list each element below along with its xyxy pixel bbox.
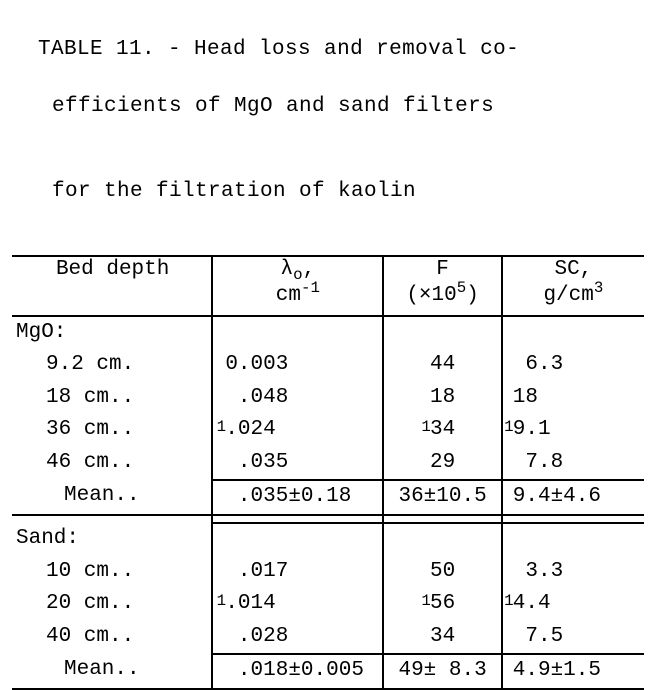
header-sc: SC, g/cm3 bbox=[502, 256, 644, 316]
title-line-2: efficients of MgO and sand filters bbox=[12, 93, 645, 121]
table-cell-f: 56 bbox=[383, 588, 501, 621]
table-cell-f: 34 bbox=[383, 621, 501, 655]
table-cell-lambda: .017 bbox=[212, 556, 383, 589]
table-cell-lambda-value: .014 bbox=[225, 592, 275, 615]
table-cell-lambda: .014 bbox=[212, 588, 383, 621]
table-cell-f: 34 bbox=[383, 414, 501, 447]
header-f-exp: 5 bbox=[457, 279, 466, 297]
table-cell-bed: 10 cm.. bbox=[12, 556, 212, 589]
table-cell-lambda-value: .024 bbox=[225, 418, 275, 441]
table-cell-sc: 9.1 bbox=[502, 414, 644, 447]
table-cell-sc-value: 9.1 bbox=[513, 418, 551, 441]
table-cell-sc-value: 4.4 bbox=[513, 592, 551, 615]
table-cell-sc: 7.5 bbox=[502, 621, 644, 655]
table-cell-mean-lambda-value: .018±0.005 bbox=[238, 659, 364, 682]
data-table: Bed depth λo, cm-1 F (×105) SC, g/cm3 Mg… bbox=[12, 255, 644, 690]
table-cell-sc: 18 bbox=[502, 382, 644, 415]
header-bed-depth-label: Bed depth bbox=[56, 258, 169, 281]
table-cell-lambda: .048 bbox=[212, 382, 383, 415]
table-cell-sc: 6.3 bbox=[502, 349, 644, 382]
table-cell-lambda-value: .017 bbox=[238, 560, 288, 583]
table-cell-bed: 36 cm.. bbox=[12, 414, 212, 447]
header-sc-unit-exp: 3 bbox=[594, 279, 603, 297]
table-cell-f-value: 56 bbox=[430, 592, 455, 615]
header-lambda-symbol: λ bbox=[281, 258, 294, 281]
table-title: TABLE 11. - Head loss and removal co- ef… bbox=[12, 8, 645, 235]
table-cell-sc: 3.3 bbox=[502, 556, 644, 589]
table-cell-bed: 9.2 cm. bbox=[12, 349, 212, 382]
table-cell-lambda: 0.003 bbox=[212, 349, 383, 382]
table-cell-mean-label: Mean.. bbox=[12, 654, 212, 689]
table-cell-sc: 7.8 bbox=[502, 447, 644, 481]
table-cell-bed: 40 cm.. bbox=[12, 621, 212, 655]
table-cell-mean-lambda-value: .035±0.18 bbox=[238, 485, 351, 508]
table-cell-lambda: .028 bbox=[212, 621, 383, 655]
table-cell-mean-f: 49± 8.3 bbox=[383, 654, 501, 689]
table-cell-bed: 20 cm.. bbox=[12, 588, 212, 621]
cell-empty bbox=[502, 523, 644, 556]
header-f-close: ) bbox=[466, 284, 479, 307]
title-line-3: for the filtration of kaolin bbox=[12, 178, 645, 206]
cell-empty bbox=[383, 523, 501, 556]
table-cell-mean-sc: 4.9±1.5 bbox=[502, 654, 644, 689]
group-label-mgo: MgO: bbox=[12, 316, 212, 350]
table-cell-lambda-value: .028 bbox=[238, 625, 288, 648]
table-cell-mean-label: Mean.. bbox=[12, 480, 212, 515]
cell-empty bbox=[502, 316, 644, 350]
spacer bbox=[383, 515, 501, 523]
cell-empty bbox=[212, 316, 383, 350]
cell-empty bbox=[383, 316, 501, 350]
spacer bbox=[12, 515, 212, 523]
header-bed-depth: Bed depth bbox=[12, 256, 212, 316]
table-cell-sc-value: 3.3 bbox=[525, 560, 563, 583]
table-cell-sc-value: 7.5 bbox=[525, 625, 563, 648]
table-cell-sc: 4.4 bbox=[502, 588, 644, 621]
header-f-mult: (×10 bbox=[406, 284, 456, 307]
table-cell-mean-f: 36±10.5 bbox=[383, 480, 501, 515]
table-cell-bed: 18 cm.. bbox=[12, 382, 212, 415]
table-cell-lambda-value: .035 bbox=[238, 451, 288, 474]
table-cell-f-value: 34 bbox=[430, 418, 455, 441]
title-line-1: TABLE 11. - Head loss and removal co- bbox=[38, 38, 519, 61]
table-cell-f: 29 bbox=[383, 447, 501, 481]
table-cell-mean-lambda: .018±0.005 bbox=[212, 654, 383, 689]
header-lambda-comma: , bbox=[303, 258, 316, 281]
table-cell-lambda: .024 bbox=[212, 414, 383, 447]
header-sc-unit: g/cm bbox=[543, 284, 593, 307]
spacer bbox=[502, 515, 644, 523]
header-sc-label: SC, bbox=[554, 258, 592, 281]
header-lambda-unit-exp: -1 bbox=[301, 279, 320, 297]
header-lambda-unit: cm bbox=[276, 284, 301, 307]
table-cell-mean-lambda: .035±0.18 bbox=[212, 480, 383, 515]
table-cell-lambda-value: .048 bbox=[238, 386, 288, 409]
group-label-sand: Sand: bbox=[12, 523, 212, 556]
table-cell-f: 50 bbox=[383, 556, 501, 589]
cell-empty bbox=[212, 523, 383, 556]
header-f-label: F bbox=[436, 258, 449, 281]
table-cell-f: 18 bbox=[383, 382, 501, 415]
header-lambda: λo, cm-1 bbox=[212, 256, 383, 316]
table-cell-mean-sc: 9.4±4.6 bbox=[502, 480, 644, 515]
spacer bbox=[212, 515, 383, 523]
table-cell-lambda: .035 bbox=[212, 447, 383, 481]
table-cell-bed: 46 cm.. bbox=[12, 447, 212, 481]
table-cell-sc-value: 6.3 bbox=[525, 353, 563, 376]
header-f: F (×105) bbox=[383, 256, 501, 316]
table-cell-sc-value: 7.8 bbox=[525, 451, 563, 474]
table-cell-f: 44 bbox=[383, 349, 501, 382]
